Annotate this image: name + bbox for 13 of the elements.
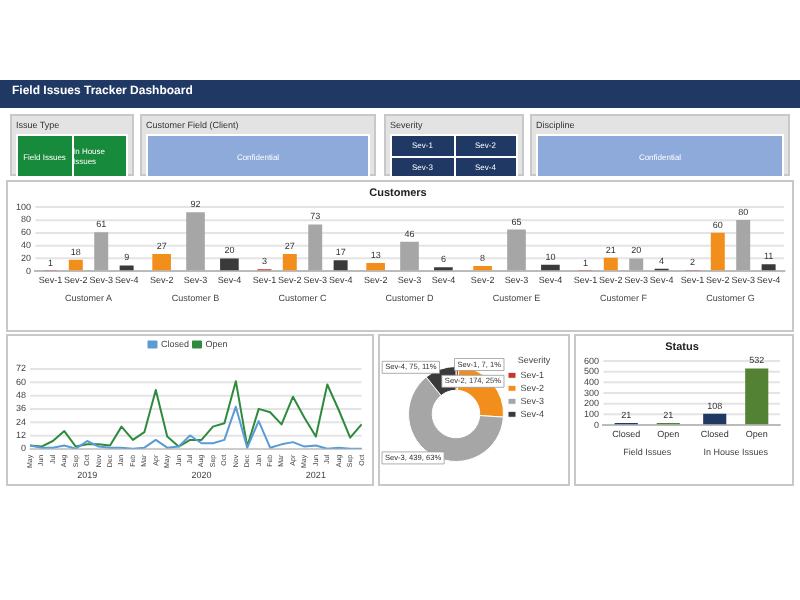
- bar: [68, 259, 83, 271]
- bar: [333, 260, 348, 271]
- bar: [629, 258, 644, 271]
- bar: [308, 224, 323, 271]
- bar: [94, 232, 109, 271]
- bar: [710, 232, 725, 271]
- bar: [703, 413, 727, 425]
- bar: [745, 368, 769, 425]
- bar: [119, 265, 134, 271]
- bar: [603, 257, 618, 271]
- bar: [761, 264, 776, 271]
- bar: [736, 220, 751, 271]
- bar: [282, 253, 297, 271]
